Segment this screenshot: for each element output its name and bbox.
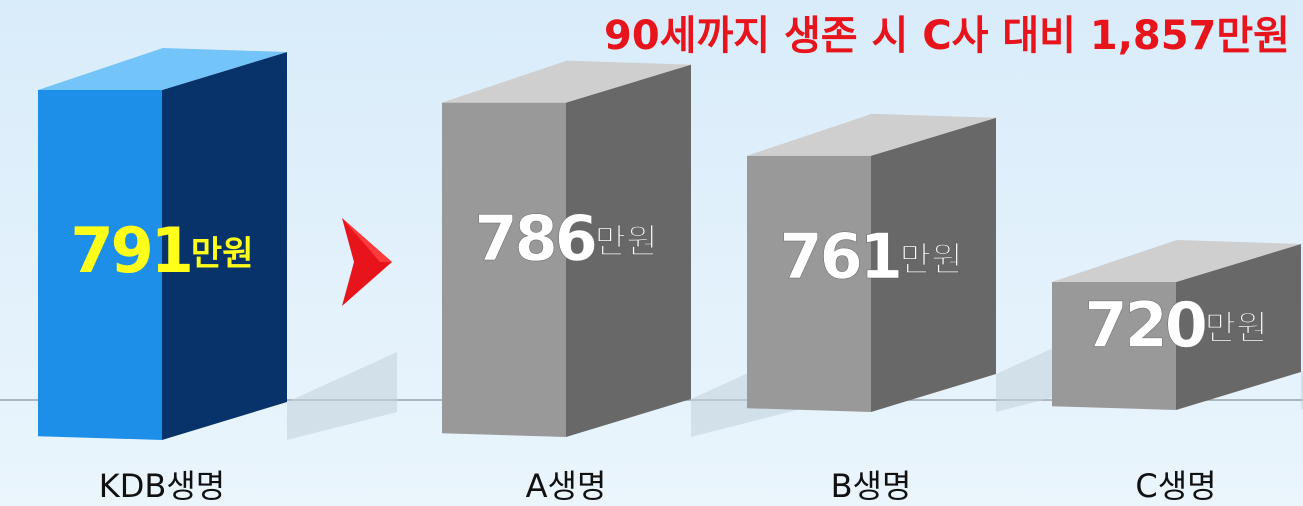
box-top bbox=[38, 48, 287, 90]
box bbox=[747, 113, 996, 413]
box-front bbox=[1052, 282, 1176, 410]
x-tick-label: A생명 bbox=[526, 467, 607, 505]
box bbox=[38, 48, 287, 440]
box-side bbox=[871, 117, 996, 412]
greater-than-sign bbox=[342, 218, 392, 306]
box-top bbox=[442, 60, 691, 103]
box-front bbox=[442, 102, 566, 438]
value-label: 720만원 bbox=[1085, 289, 1268, 362]
x-tick-label: C생명 bbox=[1135, 467, 1216, 505]
greater-than-sign-highlight bbox=[342, 218, 392, 262]
value-label: 791만원 bbox=[71, 214, 254, 287]
x-tick-label: B생명 bbox=[831, 467, 912, 505]
box-front bbox=[747, 155, 871, 413]
box-side bbox=[566, 64, 691, 438]
box-top bbox=[1052, 240, 1301, 282]
value-label: 786만원 bbox=[475, 202, 658, 275]
box-shadow bbox=[287, 352, 397, 440]
x-tick-label: KDB생명 bbox=[99, 467, 225, 505]
value-label: 761만원 bbox=[780, 220, 963, 293]
chart-title: 90세까지 생존 시 C사 대비 1,857만원 bbox=[604, 13, 1290, 59]
box-side bbox=[1176, 244, 1301, 410]
box-top bbox=[747, 113, 996, 156]
box-front bbox=[38, 90, 162, 440]
box bbox=[1052, 240, 1301, 410]
box-side bbox=[162, 52, 287, 440]
box bbox=[442, 60, 691, 438]
